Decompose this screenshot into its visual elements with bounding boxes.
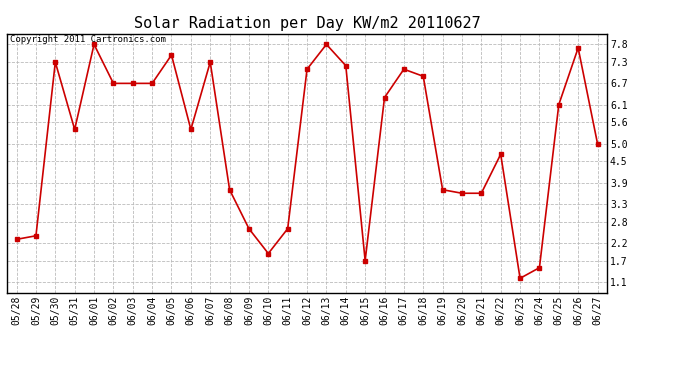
Title: Solar Radiation per Day KW/m2 20110627: Solar Radiation per Day KW/m2 20110627 (134, 16, 480, 31)
Text: Copyright 2011 Cartronics.com: Copyright 2011 Cartronics.com (10, 35, 166, 44)
